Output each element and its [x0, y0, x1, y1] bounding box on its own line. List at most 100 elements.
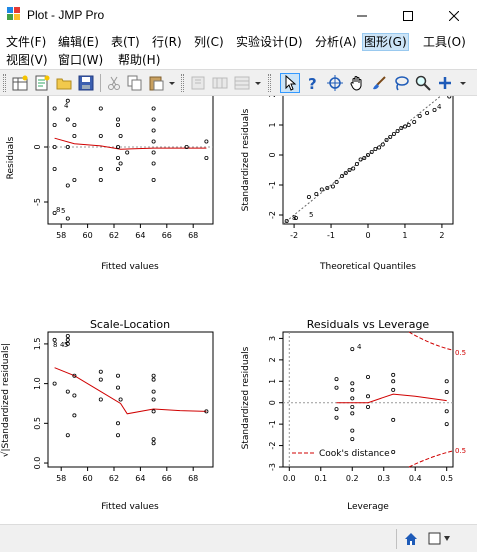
x-tick-label: 0.1 [314, 474, 327, 483]
data-point [116, 166, 121, 171]
toolbar-separator [100, 74, 101, 92]
crosshair-tool-button[interactable] [325, 73, 345, 93]
menu-tables[interactable]: 表(T) [111, 35, 140, 49]
toolbar-overflow-1[interactable] [166, 73, 178, 93]
data-point [151, 437, 156, 442]
residuals-vs-leverage-plot: Residuals vs Leverage Standardized resid… [241, 318, 466, 512]
data-point [72, 177, 77, 182]
data-point [417, 114, 422, 119]
data-point [444, 389, 449, 394]
y-tick-label: -5 [33, 198, 42, 206]
disabled-button-2[interactable] [210, 73, 230, 93]
cooks-distance-contour [408, 450, 454, 468]
x-tick-label: 64 [135, 231, 145, 240]
x-tick-label: 0.4 [409, 474, 422, 483]
menu-view[interactable]: 视图(V) [6, 53, 48, 67]
data-point [350, 396, 355, 401]
point-label: 8 [56, 206, 60, 214]
lasso-icon [395, 76, 409, 91]
y-tick-label: 1 [268, 122, 277, 127]
menu-graph[interactable]: 图形(G) [362, 33, 409, 51]
point-label: 5 [309, 211, 313, 219]
paste-button[interactable] [146, 73, 166, 93]
y-axis-label: √|Standardized residuals| [0, 343, 11, 457]
open-button[interactable] [54, 73, 74, 93]
magnifier-tool-button[interactable] [413, 73, 433, 93]
x-axis-label: Fitted values [101, 502, 159, 512]
arrow-tool-button[interactable] [280, 73, 300, 93]
data-point [358, 157, 363, 162]
close-icon [449, 10, 459, 21]
new-data-table-button[interactable] [10, 73, 30, 93]
toolbar-overflow-2[interactable] [252, 73, 264, 93]
menu-cols[interactable]: 列(C) [194, 35, 224, 49]
point-label: 8 [53, 341, 57, 349]
disabled-button-1[interactable] [188, 73, 208, 93]
data-point [118, 133, 123, 138]
toolbar-grip-2[interactable] [181, 74, 184, 92]
x-tick-label: -1 [327, 231, 335, 240]
add-tool-button[interactable] [435, 73, 455, 93]
menu-file[interactable]: 文件(F) [6, 35, 47, 49]
data-point [406, 123, 411, 128]
data-point [65, 216, 70, 221]
title-bar: Plot - JMP Pro [0, 0, 477, 31]
x-tick-label: 0.3 [377, 474, 390, 483]
maximize-icon [403, 10, 413, 21]
y-tick-label: 1 [268, 379, 277, 384]
menu-rows[interactable]: 行(R) [152, 35, 182, 49]
menu-analyze[interactable]: 分析(A) [315, 35, 357, 49]
x-tick-label: 0 [365, 231, 370, 240]
plot-title: Residuals vs Leverage [307, 318, 430, 331]
x-tick-label: 58 [56, 474, 66, 483]
toolbar-overflow-3[interactable] [457, 73, 469, 93]
brush-tool-button[interactable] [369, 73, 389, 93]
cut-icon [108, 76, 120, 90]
data-point [116, 421, 121, 426]
toolbar-grip-3[interactable] [268, 74, 271, 92]
cut-button[interactable] [104, 73, 124, 93]
data-point [391, 417, 396, 422]
x-tick-label: 62 [109, 231, 119, 240]
data-point [391, 379, 396, 384]
menu-bar: 文件(F) 编辑(E) 表(T) 行(R) 列(C) 实验设计(D) 分析(A)… [0, 31, 477, 69]
cooks-contour-label: 0.5 [455, 349, 466, 357]
minimize-button[interactable] [339, 0, 385, 31]
data-point [284, 218, 289, 223]
save-button[interactable] [76, 73, 96, 93]
x-tick-label: 66 [162, 231, 172, 240]
data-point [65, 144, 70, 149]
new-script-button[interactable] [32, 73, 52, 93]
data-point [116, 123, 121, 128]
maximize-button[interactable] [385, 0, 431, 31]
menu-window[interactable]: 窗口(W) [58, 53, 104, 67]
close-button[interactable] [431, 0, 477, 31]
point-label: 4 [437, 103, 442, 111]
y-tick-label: 0 [268, 152, 277, 157]
legend-label: Cook's distance [319, 449, 390, 459]
copy-button[interactable] [125, 73, 145, 93]
window-list-dropdown[interactable] [425, 529, 457, 549]
cooks-distance-contour [408, 331, 454, 351]
menu-edit[interactable]: 编辑(E) [58, 35, 99, 49]
x-axis-label: Theoretical Quantiles [319, 262, 416, 272]
home-button[interactable] [401, 529, 421, 549]
lasso-tool-button[interactable] [391, 73, 411, 93]
data-point [116, 385, 121, 390]
grabber-tool-button[interactable] [347, 73, 367, 93]
toolbar-grip[interactable] [3, 74, 6, 92]
data-point [384, 137, 389, 142]
menu-tools[interactable]: 工具(O) [423, 35, 466, 49]
y-tick-label: 3 [268, 336, 277, 341]
data-point [365, 394, 370, 399]
data-point [65, 433, 70, 438]
data-point [151, 441, 156, 446]
menu-help[interactable]: 帮助(H) [118, 53, 161, 67]
chevron-down-icon [460, 82, 466, 85]
help-tool-button[interactable]: ? [303, 73, 323, 93]
disabled-button-3[interactable] [232, 73, 252, 93]
chevron-down-icon [169, 82, 175, 85]
data-point [151, 377, 156, 382]
menu-doe[interactable]: 实验设计(D) [236, 35, 303, 49]
window-list-icon [428, 532, 450, 545]
